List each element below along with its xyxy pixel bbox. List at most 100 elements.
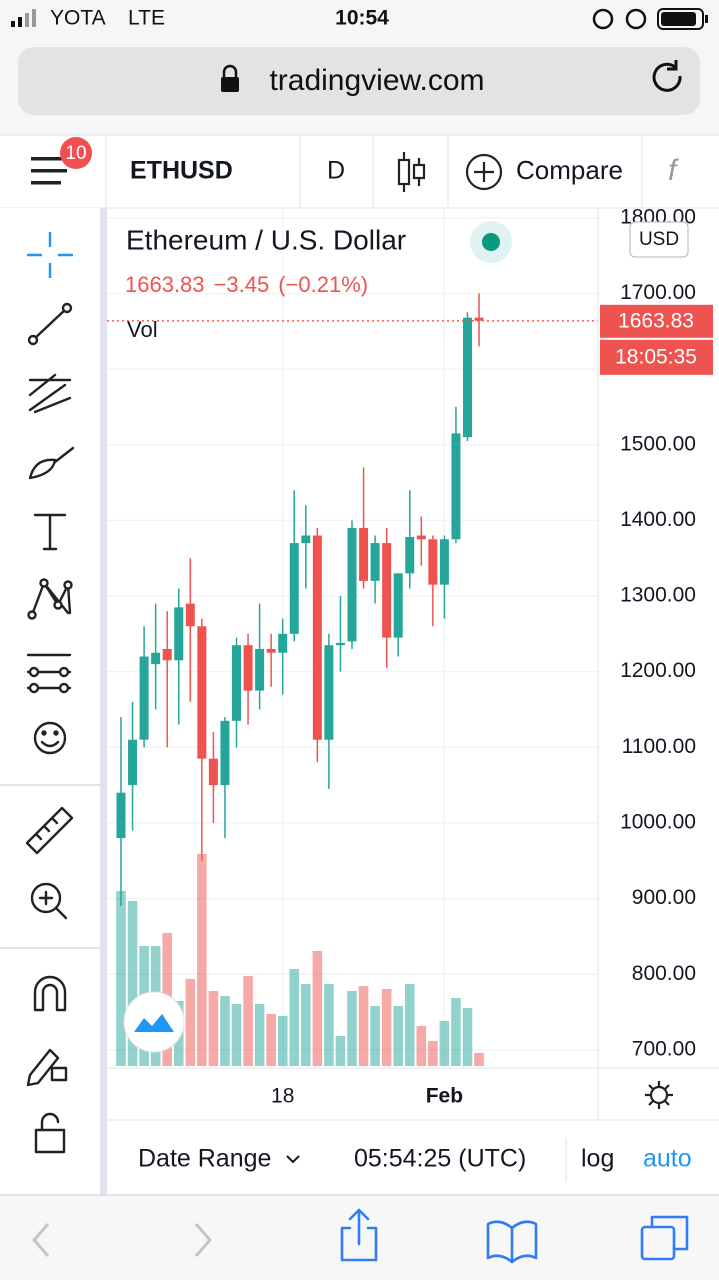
magnet-tool[interactable] <box>33 975 67 1012</box>
signal <box>11 9 36 27</box>
menu-button[interactable] <box>31 157 67 185</box>
volume-bar <box>254 1004 265 1066</box>
y-tick-label: 1100.00 <box>622 735 696 758</box>
chart-title: Ethereum / U.S. Dollar <box>126 224 406 255</box>
trend-line-tool[interactable] <box>27 302 73 346</box>
indicators-button[interactable]: f <box>668 154 679 187</box>
volume-bar <box>404 984 415 1066</box>
y-tick-label: 900.00 <box>632 886 696 909</box>
volume-bar <box>116 891 126 1066</box>
prediction-tool[interactable] <box>26 653 72 694</box>
badge-count: 10 <box>65 143 86 164</box>
brush-tool[interactable] <box>28 446 75 480</box>
candle-body <box>359 527 369 581</box>
candle-body <box>139 656 149 740</box>
volume-bar <box>197 854 207 1066</box>
x-tick-label: 18 <box>271 1085 294 1108</box>
emoji-tool[interactable] <box>33 721 67 755</box>
compare-icon[interactable] <box>465 153 503 191</box>
candle-body <box>393 573 403 638</box>
x-tick-label: Feb <box>426 1085 463 1108</box>
volume-bar <box>358 986 369 1066</box>
lock-icon <box>221 64 239 92</box>
dropdown-arrow <box>286 1155 300 1164</box>
candle-body <box>301 535 311 544</box>
candle-body <box>185 603 195 627</box>
volume-bar <box>301 984 311 1066</box>
candle-body <box>439 539 449 585</box>
currency-box <box>629 221 689 258</box>
countdown-label: 18:05:35 <box>615 345 697 368</box>
clock: 10:54 <box>335 7 389 30</box>
candle-body <box>382 543 392 638</box>
candle-body <box>474 317 484 321</box>
price-badge-label: 1663.83 <box>618 309 694 332</box>
volume-bar <box>370 1006 380 1066</box>
crosshair-tool[interactable] <box>27 232 73 278</box>
candle-body <box>208 758 218 786</box>
y-tick-label: 800.00 <box>632 962 696 985</box>
candle-body <box>428 539 438 585</box>
candle-body <box>463 317 472 438</box>
y-tick-label: 1400.00 <box>620 508 696 531</box>
sidebar-separator <box>100 208 107 1195</box>
candle-body <box>197 626 207 759</box>
volume-bar <box>439 1021 450 1066</box>
volume-bar <box>347 991 357 1066</box>
text-tool[interactable] <box>33 513 67 551</box>
candle-body <box>151 652 161 665</box>
volume-bar <box>127 901 138 1066</box>
candle-body <box>255 648 265 691</box>
candle-body <box>232 645 241 721</box>
y-tick-label: 1500.00 <box>620 432 696 455</box>
back-button[interactable] <box>32 1223 50 1257</box>
reload-button[interactable] <box>652 60 682 92</box>
candle-body <box>243 645 253 691</box>
volume-bar <box>393 1006 403 1066</box>
utc-clock: 05:54:25 (UTC) <box>354 1145 526 1173</box>
symbol[interactable]: ETHUSD <box>130 157 233 185</box>
y-tick-label: 700.00 <box>632 1037 696 1060</box>
candle-body <box>220 720 230 786</box>
candle-body <box>451 433 461 540</box>
tabs-button[interactable] <box>640 1215 689 1261</box>
candle-body <box>174 607 184 661</box>
toolbar <box>0 135 719 208</box>
quote-part: 1663.83 <box>125 272 205 297</box>
quote-part: (−0.21%) <box>278 272 368 297</box>
y-tick-label: 1700.00 <box>620 281 696 304</box>
candle-body <box>116 792 126 839</box>
compare[interactable]: Compare <box>516 155 623 185</box>
bookmarks-button[interactable] <box>486 1220 538 1264</box>
volume-bar <box>324 984 334 1066</box>
log-toggle[interactable]: log <box>581 1145 614 1173</box>
candle-body <box>370 543 380 581</box>
volume-bar <box>335 1036 346 1066</box>
volume-bar <box>277 1016 288 1066</box>
auto-toggle[interactable]: auto <box>643 1145 692 1173</box>
chart-style-button[interactable] <box>397 152 426 192</box>
lock-drawings[interactable] <box>26 1048 68 1087</box>
pattern-tool[interactable] <box>27 578 73 620</box>
candle-body <box>416 535 426 540</box>
volume-bar <box>462 1008 473 1066</box>
address-bar[interactable] <box>18 47 700 115</box>
price-badge <box>600 304 713 338</box>
ruler-tool[interactable] <box>25 806 74 855</box>
forward-button[interactable] <box>194 1223 212 1257</box>
fib-tool[interactable] <box>28 373 72 414</box>
share-button[interactable] <box>340 1208 378 1262</box>
settings-button[interactable] <box>645 1081 673 1109</box>
url[interactable]: tradingview.com <box>269 64 484 97</box>
status-icons <box>592 8 708 30</box>
zoom-tool[interactable] <box>30 882 68 920</box>
y-tick-label: 1200.00 <box>620 659 696 682</box>
interval[interactable]: D <box>327 157 345 185</box>
candle-body <box>312 535 322 740</box>
candle-body <box>162 648 172 661</box>
unlock-tool[interactable] <box>34 1112 66 1154</box>
candle-body <box>405 537 415 574</box>
date-range[interactable]: Date Range <box>138 1145 271 1173</box>
